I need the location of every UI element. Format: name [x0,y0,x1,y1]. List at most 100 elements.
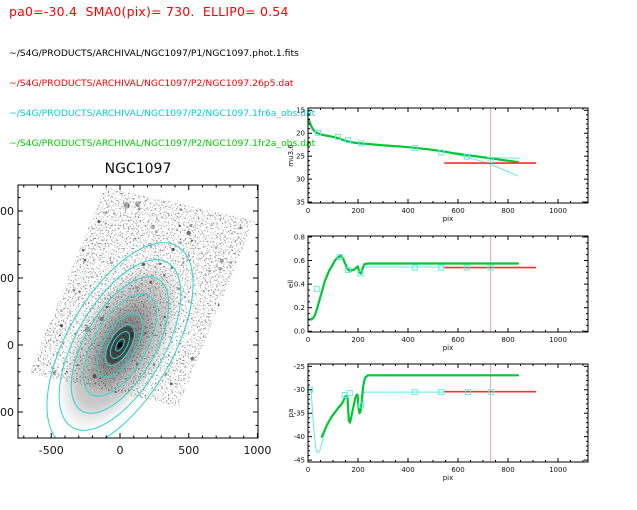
data-marker [345,266,351,273]
isophote-contour [58,259,182,431]
isophote-contour [109,331,131,359]
star-speck [179,239,181,241]
y-tick-label: 0.6 [294,257,306,265]
fit-summary: pa0=-30.4 SMA0(pix)= 730. ELLIP0= 0.54 [9,4,289,19]
data-marker [438,149,445,156]
star-speck [81,248,85,252]
star-speck [182,257,185,260]
x-tick-label: 200 [351,207,364,215]
star-speck [178,224,181,227]
data-marker [358,140,365,147]
x-tick-label: 600 [451,336,464,344]
plot-frame [307,107,589,204]
x-tick-label: 1000 [243,444,271,457]
star-speck [60,309,64,313]
star-speck [97,220,101,224]
star-speck [171,247,175,252]
y-tick-label: -45 [294,457,305,465]
star-speck [186,230,191,236]
file-path-1fr2a: ~/S4G/PRODUCTS/ARCHIVAL/NGC1097/P2/NGC10… [9,138,316,149]
pa-profile-panel: 0 200 400 600 800 1000 -25 -30 -35 -40 -45 pix pa [287,363,589,482]
star-speck [54,369,57,373]
data-marker [411,264,418,271]
star-speck [123,202,130,209]
x-tick-label: 200 [351,336,364,344]
y-tick-label: 25 [296,153,305,161]
x-axis-label: pix [443,474,454,482]
data-marker [313,285,320,292]
isophote-contour [46,242,194,438]
plot-frame [17,184,259,439]
star-speck [214,270,216,272]
data-marker [336,253,343,260]
data-marker [438,264,445,271]
y-axis-label: ell [287,280,295,288]
file-list: ~/S4G/PRODUCTS/ARCHIVAL/NGC1097/P1/NGC10… [9,29,315,169]
star-speck [168,355,170,357]
star-speck [137,208,141,211]
series-obs_cyan [308,255,444,320]
star-speck [218,267,222,271]
x-tick-label: 600 [451,207,464,215]
y-tick-label: 0 [7,339,14,352]
x-tick-label: 800 [501,336,514,344]
y-tick-label: 1000 [0,205,14,218]
plot-title: NGC1097 [105,161,172,177]
star-speck [169,382,173,386]
plot-frame [307,235,589,333]
star-speck [217,304,220,307]
star-speck [226,261,228,263]
y-tick-label: 0.2 [294,304,305,312]
mu-profile-panel: 0 200 400 600 800 1000 15 20 25 30 35 pix mu3.6 [287,107,589,223]
x-tick-label: 200 [351,466,364,474]
y-tick-label: -35 [294,410,305,418]
star-speck [135,201,141,207]
star-speck [78,290,81,293]
star-speck [58,334,61,337]
x-tick-label: 400 [401,466,414,474]
star-speck [99,248,102,251]
star-speck [189,223,193,228]
data-marker [411,144,418,151]
x-tick-label: -500 [39,444,64,457]
star-speck [239,226,242,229]
galaxy-body [57,258,183,432]
x-tick-label: 600 [451,466,464,474]
x-tick-label: 1000 [549,336,567,344]
y-axis-label: pa [287,409,295,418]
data-marker [358,402,365,409]
y-tick-label: -40 [294,433,305,441]
isophote-contour [82,293,158,397]
star-speck [187,254,191,258]
file-path-phot: ~/S4G/PRODUCTS/ARCHIVAL/NGC1097/P1/NGC10… [9,48,299,59]
series-fit_green [307,117,520,164]
star-speck [220,259,224,263]
data-marker [411,389,418,396]
star-speck [191,239,193,242]
data-marker [487,264,494,271]
galaxy-image-area [29,186,254,438]
star-speck [206,281,209,284]
y-tick-label: 0.0 [294,328,305,336]
star-speck [214,246,218,250]
y-tick-label: 15 [296,107,305,115]
star-speck [72,288,76,292]
x-tick-label: 800 [501,466,514,474]
star-speck [182,262,185,265]
y-tick-label: 500 [0,272,14,285]
series-fit_green [307,254,520,321]
data-marker [488,389,495,396]
x-tick-label: 0 [306,207,310,215]
y-tick-label: 30 [296,176,305,184]
star-speck [150,225,155,230]
galaxy-map-panel: -500 0 500 1000 1000 500 0 -500 NGC1097 [0,161,271,457]
star-speck [52,372,56,375]
star-speck [110,261,113,265]
data-marker [315,129,321,136]
star-speck [179,208,183,211]
data-marker [357,270,364,277]
data-marker [335,133,341,140]
star-speck [104,211,108,215]
